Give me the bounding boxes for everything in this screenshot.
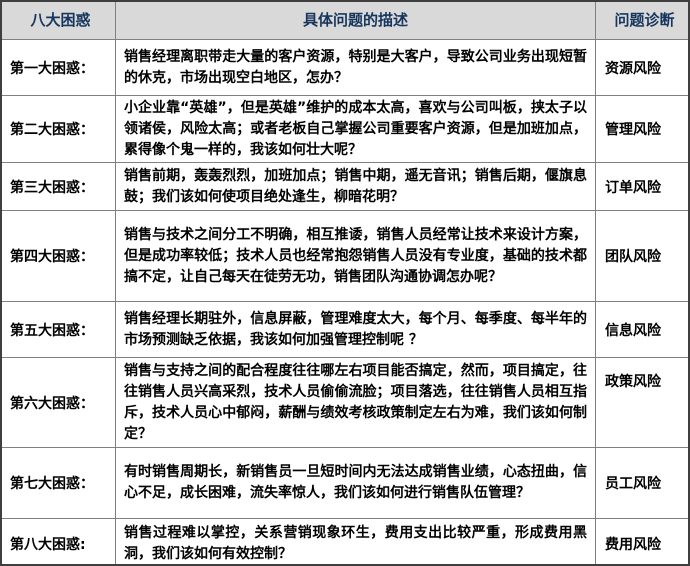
problem-description: 销售与支持之间的配合程度往往哪左右项目能否搞定，然而，项目搞定，往往销售人员兴高… xyxy=(115,358,596,447)
confusion-label: 第四大困惑： xyxy=(10,249,94,265)
confusion-label: 第一大困惑： xyxy=(10,60,94,77)
confusion-label: 第二大困惑： xyxy=(10,122,94,138)
diagnosis-label: 资源风险 xyxy=(605,60,661,77)
diagnosis-label: 团队风险 xyxy=(605,249,661,265)
header-diagnosis: 问题诊断 xyxy=(614,11,675,29)
table-row: 第六大困惑： 销售与支持之间的配合程度往往哪左右项目能否搞定，然而，项目搞定，往… xyxy=(2,357,688,447)
problem-description: 销售与技术之间分工不明确，相互推诿，销售人员经常让技术来设计方案，但是成功率较低… xyxy=(115,211,596,301)
table-row: 第四大困惑： 销售与技术之间分工不明确，相互推诿，销售人员经常让技术来设计方案，… xyxy=(2,210,688,301)
header-description: 具体问题的描述 xyxy=(115,2,596,39)
table-row: 第五大困惑： 销售经理长期驻外，信息屏蔽，管理难度太大，每个月、每季度、每半年的… xyxy=(2,301,688,357)
table-header-row: 八大困惑 具体问题的描述 问题诊断 xyxy=(2,2,688,39)
diagnosis-label: 订单风险 xyxy=(605,179,661,196)
problem-description: 销售过程难以掌控，关系营销现象环生，费用支出比较严重，形成费用黑洞，我们该如何有… xyxy=(115,519,596,564)
header-confusions: 八大困惑 xyxy=(30,11,91,29)
problem-description: 销售前期，轰轰烈烈，加班加点；销售中期，遥无音讯；销售后期，偃旗息鼓；我们该如何… xyxy=(115,163,596,210)
problem-description: 小企业靠“英雄”，但是英雄”维护的成本太高，喜欢与公司叫板，挟太子以领诸侯，风险… xyxy=(115,96,596,162)
diagnosis-label: 费用风险 xyxy=(605,536,661,553)
diagnosis-label: 信息风险 xyxy=(605,322,661,339)
confusion-label: 第三大困惑： xyxy=(10,179,94,196)
table-row: 第七大困惑： 有时销售周期长，新销售员一旦短时间内无法达成销售业绩，心态扭曲，信… xyxy=(2,447,688,518)
diagnosis-label: 政策风险 xyxy=(605,374,661,390)
table-row: 第八大困惑: 销售过程难以掌控，关系营销现象环生，费用支出比较严重，形成费用黑洞… xyxy=(2,518,688,564)
confusion-label: 第六大困惑： xyxy=(10,395,94,412)
confusion-label: 第八大困惑: xyxy=(10,536,86,553)
table-row: 第一大困惑： 销售经理离职带走大量的客户资源，特别是大客户，导致公司业务出现短暂… xyxy=(2,39,688,95)
problem-description: 销售经理长期驻外，信息屏蔽，管理难度太大，每个月、每季度、每半年的市场预测缺乏依… xyxy=(115,302,596,357)
problem-description: 有时销售周期长，新销售员一旦短时间内无法达成销售业绩，心态扭曲，信心不足，成长困… xyxy=(115,448,596,518)
confusion-label: 第七大困惑： xyxy=(10,476,94,492)
diagnosis-label: 员工风险 xyxy=(605,476,661,492)
table-row: 第二大困惑： 小企业靠“英雄”，但是英雄”维护的成本太高，喜欢与公司叫板，挟太子… xyxy=(2,95,688,162)
confusion-label: 第五大困惑： xyxy=(10,322,94,339)
diagnosis-label: 管理风险 xyxy=(605,122,661,138)
problem-description: 销售经理离职带走大量的客户资源，特别是大客户，导致公司业务出现短暂的休克，市场出… xyxy=(115,40,596,95)
table-row: 第三大困惑： 销售前期，轰轰烈烈，加班加点；销售中期，遥无音讯；销售后期，偃旗息… xyxy=(2,162,688,210)
